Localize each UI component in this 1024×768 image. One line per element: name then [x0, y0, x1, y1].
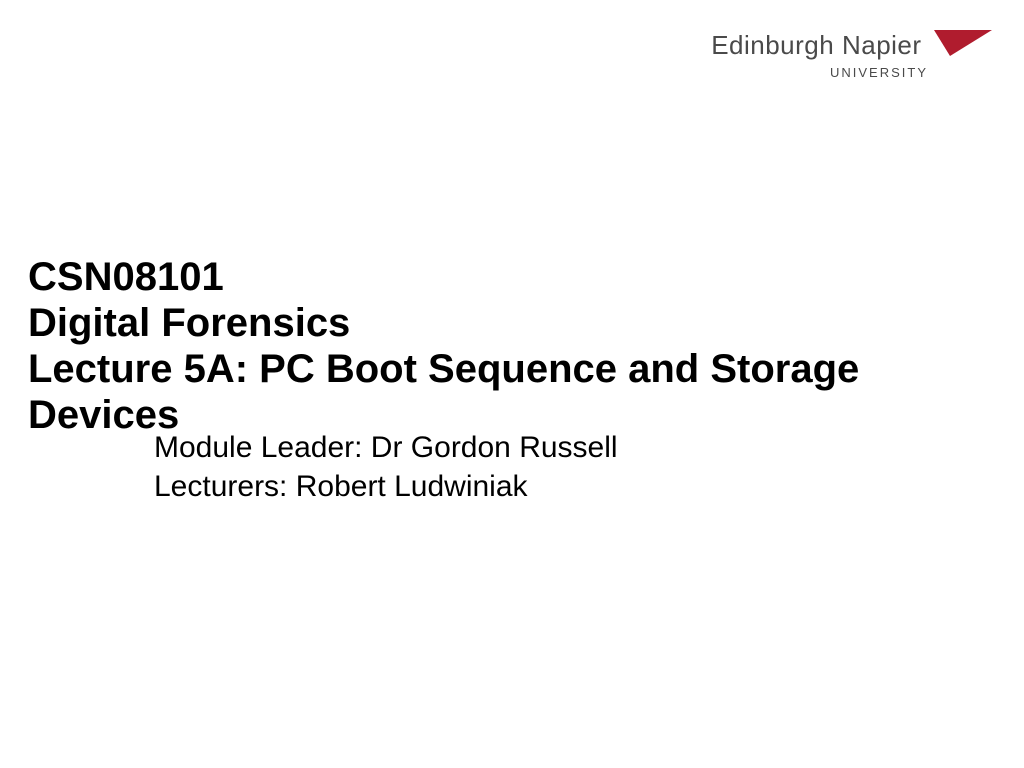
logo-triangle-icon — [934, 28, 992, 63]
logo-name-part2: Napier — [842, 30, 922, 60]
logo-name: Edinburgh Napier — [711, 30, 921, 61]
logo-top-row: Edinburgh Napier — [711, 28, 992, 63]
course-name: Digital Forensics — [28, 300, 996, 346]
subtitle-block: Module Leader: Dr Gordon Russell Lecture… — [154, 428, 618, 506]
logo-subtitle: UNIVERSITY — [711, 65, 928, 80]
course-code: CSN08101 — [28, 254, 996, 300]
lecturers: Lecturers: Robert Ludwiniak — [154, 467, 618, 506]
title-block: CSN08101 Digital Forensics Lecture 5A: P… — [28, 254, 996, 438]
module-leader: Module Leader: Dr Gordon Russell — [154, 428, 618, 467]
lecture-title: Lecture 5A: PC Boot Sequence and Storage… — [28, 346, 996, 438]
university-logo: Edinburgh Napier UNIVERSITY — [711, 28, 992, 80]
logo-name-part1: Edinburgh — [711, 30, 842, 60]
